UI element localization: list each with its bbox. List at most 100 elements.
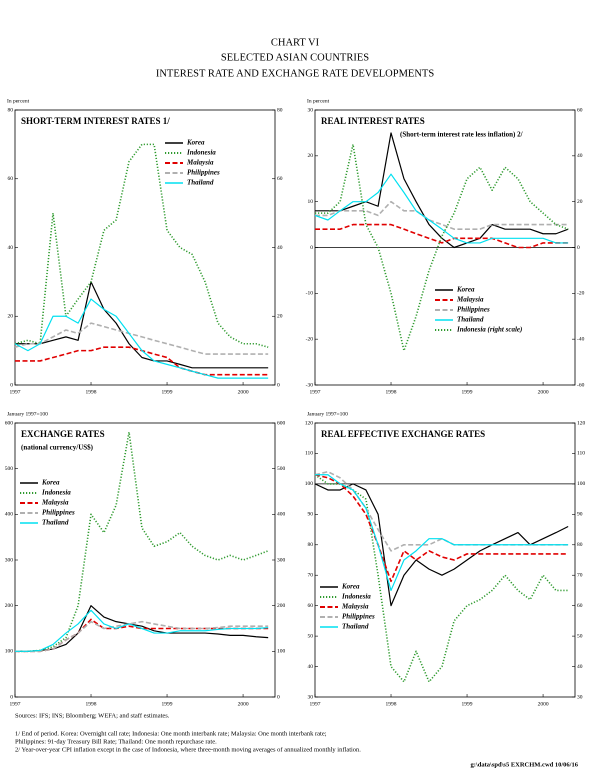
y2-tick-label: -40 [577,336,585,342]
chart-subtitle: (national currency/US$) [21,444,94,452]
y2-tick-label: 120 [577,420,586,426]
series-line [314,173,569,244]
series-line [14,322,269,355]
y-tick-label: 30 [308,107,314,113]
y-tick-label: 80 [8,107,14,113]
y-tick-label: 20 [8,314,14,320]
chart: In percent 0 20 40 60 80 0 20 40 60 80 1997 1998 1999… [7,98,283,395]
series-line [315,223,569,249]
unit-label: In percent [307,98,330,104]
y-tick-label: 90 [308,512,314,518]
sources: Sources: IFS; INS; Bloomberg; WEFA; and … [15,712,170,719]
series-line [15,281,269,369]
y2-tick-label: 80 [577,542,583,548]
y2-tick-label: 500 [277,466,286,472]
y-tick-label: 200 [5,603,14,609]
y-tick-label: 0 [10,694,13,700]
chart-title: REAL EFFECTIVE EXCHANGE RATES [321,429,485,439]
y-tick-label: 70 [308,572,314,578]
legend-label: Thailand [342,623,369,631]
legend-label: Korea [456,286,475,294]
legend-label: Philippines [42,509,75,517]
y2-tick-label: 100 [277,649,286,655]
x-tick-label: 2000 [538,389,549,395]
legend-label: Korea [341,583,360,591]
x-tick-label: 1999 [162,701,173,707]
y2-tick-label: 0 [277,382,280,388]
series-line [15,609,269,652]
plot-frame [314,422,576,698]
y-tick-label: 80 [308,542,314,548]
y-tick-label: 10 [308,199,314,205]
y2-tick-label: 80 [277,107,283,113]
x-tick-label: 1998 [86,701,97,707]
page-title: INTEREST RATE AND EXCHANGE RATE DEVELOPM… [156,68,435,79]
x-tick-label: 1999 [162,389,173,395]
y-tick-label: -20 [306,336,314,342]
legend-label: Philippines [457,306,490,314]
legend-label: Malaysia [341,603,369,611]
y-tick-label: 500 [5,466,14,472]
legend-label: Korea [186,139,205,147]
y-tick-label: -30 [306,382,314,388]
unit-label: January 1997=100 [7,411,48,417]
unit-label: In percent [7,98,30,104]
y-tick-label: 20 [308,153,314,159]
y-tick-label: 300 [5,557,14,563]
x-tick-label: 2000 [238,701,249,707]
y-tick-label: 0 [310,245,313,251]
y-tick-label: 120 [305,420,314,426]
series-line [315,474,569,592]
y2-tick-label: 60 [577,603,583,609]
series-line [15,346,269,376]
y2-tick-label: 50 [577,633,583,639]
footnote: Philippines: 91-day Treasury Bill Rate; … [15,738,217,745]
file-path: g:\data\spd\s5 EXRCHM.cwd 10/06/16 [471,761,579,768]
chart: January 1997=100 0 100 200 300 400 500 600 0 100 2… [5,411,286,707]
y2-tick-label: 110 [577,451,585,457]
legend-label: Philippines [187,169,220,177]
page-title: SELECTED ASIAN COUNTRIES [221,52,369,63]
y-tick-label: 60 [8,176,14,182]
chart: In percent -30 -20 -10 0 10 20 30 -60 -40 -20 0 20 40… [306,98,585,395]
x-tick-label: 1997 [10,701,21,707]
chart: January 1997=100 30 40 50 60 70 80 90 100 110 120 3… [305,411,586,707]
x-tick-label: 1997 [310,389,321,395]
legend-label: Indonesia [41,489,71,497]
series-line [15,431,269,653]
y-tick-label: 100 [305,481,314,487]
legend-label: Indonesia [186,149,216,157]
y-tick-label: 400 [5,512,14,518]
y2-tick-label: 0 [277,694,280,700]
y2-tick-label: 60 [277,176,283,182]
y2-tick-label: -60 [577,382,585,388]
y-tick-label: -10 [306,291,314,297]
legend-label: Philippines [342,613,375,621]
footnote: 1/ End of period. Korea: Overnight call … [15,730,327,737]
y-tick-label: 50 [308,633,314,639]
x-tick-label: 1998 [386,389,397,395]
plot-frame [14,109,276,386]
chart-title: SHORT-TERM INTEREST RATES 1/ [21,116,170,126]
y2-tick-label: 400 [277,512,286,518]
page-title: CHART VI [271,37,320,48]
y-tick-label: 60 [308,603,314,609]
y2-tick-label: 200 [277,603,286,609]
x-tick-label: 2000 [238,389,249,395]
x-tick-label: 1998 [386,701,397,707]
x-tick-label: 2000 [538,701,549,707]
y2-tick-label: 0 [577,245,580,251]
legend-label: Indonesia (right scale) [456,326,522,334]
y2-tick-label: 300 [277,557,286,563]
y-tick-label: 30 [308,694,314,700]
series-line [14,298,269,379]
y2-tick-label: 40 [577,664,583,670]
legend-label: Malaysia [186,159,214,167]
series-line [315,200,569,230]
legend-label: Malaysia [41,499,69,507]
series-line [15,605,269,652]
footnote: 2/ Year-over-year CPI inflation except i… [15,746,361,753]
series-line [314,483,569,607]
y-tick-label: 40 [8,245,14,251]
